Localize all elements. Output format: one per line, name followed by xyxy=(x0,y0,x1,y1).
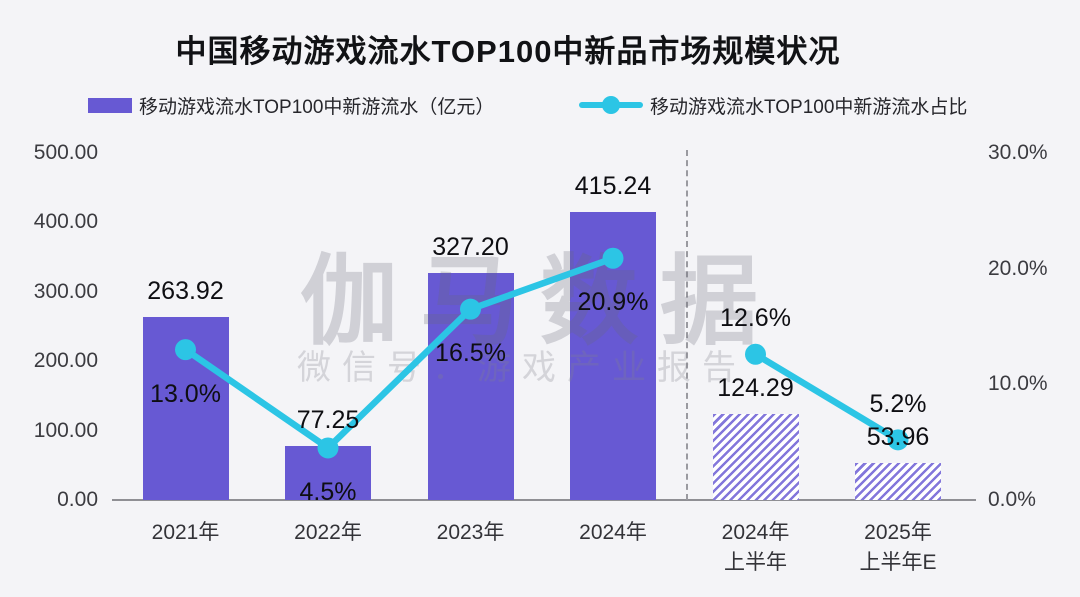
left-axis-tick-4: 100.00 xyxy=(33,418,98,442)
bar-value-label-0: 263.92 xyxy=(147,276,224,305)
period-separator-line xyxy=(686,150,689,500)
line-value-label-2: 16.5% xyxy=(435,339,506,368)
left-axis-tick-1: 400.00 xyxy=(33,210,98,234)
x-axis-label-0: 2021年 xyxy=(151,521,220,544)
line-series-dot-icon xyxy=(602,96,620,114)
bar-2024年-上半年 xyxy=(712,413,799,500)
line-series-swatch-icon xyxy=(579,96,643,114)
line-value-label-3: 20.9% xyxy=(577,288,649,317)
left-axis-tick-5: 0.00 xyxy=(57,488,98,511)
left-axis-tick-0: 500.00 xyxy=(33,141,98,164)
legend-item-line-series: 移动游戏流水TOP100中新游流水占比 xyxy=(579,92,967,118)
right-axis-tick-0: 30.0% xyxy=(988,141,1048,164)
bar-value-label-1: 77.25 xyxy=(296,406,360,435)
x-axis-label-5: 2025年 上半年E xyxy=(859,521,937,574)
bar-value-label-4: 124.29 xyxy=(717,373,794,402)
left-axis-tick-3: 200.00 xyxy=(33,349,98,373)
chart-title: 中国移动游戏流水TOP100中新品市场规模状况 xyxy=(175,34,841,69)
right-axis-tick-2: 10.0% xyxy=(988,372,1048,396)
bar-series-swatch-icon xyxy=(88,97,132,113)
line-value-label-4: 12.6% xyxy=(720,304,791,333)
right-axis-tick-3: 0.0% xyxy=(988,488,1036,511)
line-value-label-5: 5.2% xyxy=(869,389,927,418)
x-axis-label-1: 2022年 xyxy=(294,521,362,544)
x-axis-label-3: 2024年 xyxy=(579,521,647,544)
bar-2023年 xyxy=(427,272,514,500)
trend-dot-4 xyxy=(745,343,766,365)
bar-2024年 xyxy=(570,211,656,500)
line-value-label-1: 4.5% xyxy=(299,477,357,506)
bar-value-label-5: 53.96 xyxy=(866,422,930,451)
right-axis-tick-1: 20.0% xyxy=(988,256,1048,280)
bar-value-label-3: 415.24 xyxy=(574,171,652,200)
left-axis-tick-2: 300.00 xyxy=(33,279,98,303)
x-axis-line xyxy=(112,499,976,501)
legend-item-bar-series: 移动游戏流水TOP100中新游流水（亿元） xyxy=(88,92,494,118)
bar-2021年 xyxy=(142,316,229,500)
line-value-label-0: 13.0% xyxy=(150,379,221,408)
bar-2025年-上半年E xyxy=(855,462,941,500)
x-axis-label-4: 2024年 上半年 xyxy=(721,521,790,574)
line-series-legend-label: 移动游戏流水TOP100中新游流水占比 xyxy=(650,96,968,118)
bar-value-label-2: 327.20 xyxy=(432,232,509,261)
x-axis-label-2: 2023年 xyxy=(436,521,505,544)
bar-series-legend-label: 移动游戏流水TOP100中新游流水（亿元） xyxy=(139,96,495,118)
